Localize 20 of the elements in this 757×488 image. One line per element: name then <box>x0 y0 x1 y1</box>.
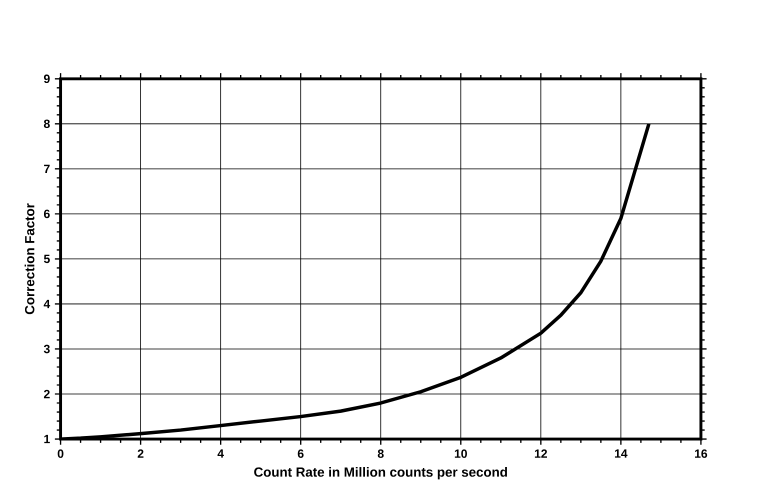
x-tick-label: 16 <box>695 449 708 458</box>
y-tick-label: 2 <box>44 390 50 398</box>
x-tick-label: 6 <box>298 449 304 458</box>
y-tick-label: 7 <box>44 164 50 173</box>
x-tick-label: 4 <box>218 449 224 458</box>
x-tick-label: 14 <box>614 449 628 458</box>
x-tick-label: 12 <box>534 449 548 458</box>
y-tick-label: 4 <box>44 300 50 308</box>
x-tick-label: 10 <box>454 449 467 458</box>
y-tick-label: 3 <box>44 344 50 354</box>
x-tick-label: 8 <box>378 449 384 458</box>
y-tick-label: 6 <box>44 210 50 218</box>
x-axis-title: Count Rate in Million counts per second <box>254 466 507 480</box>
y-axis-title: Correction Factor <box>24 203 34 314</box>
x-tick-label: 0 <box>58 449 64 458</box>
y-tick-label: 5 <box>44 254 50 263</box>
y-tick-label: 9 <box>44 74 50 83</box>
y-tick-label: 1 <box>44 434 50 444</box>
x-tick-label: 2 <box>138 449 144 458</box>
y-tick-label: 8 <box>44 119 50 128</box>
